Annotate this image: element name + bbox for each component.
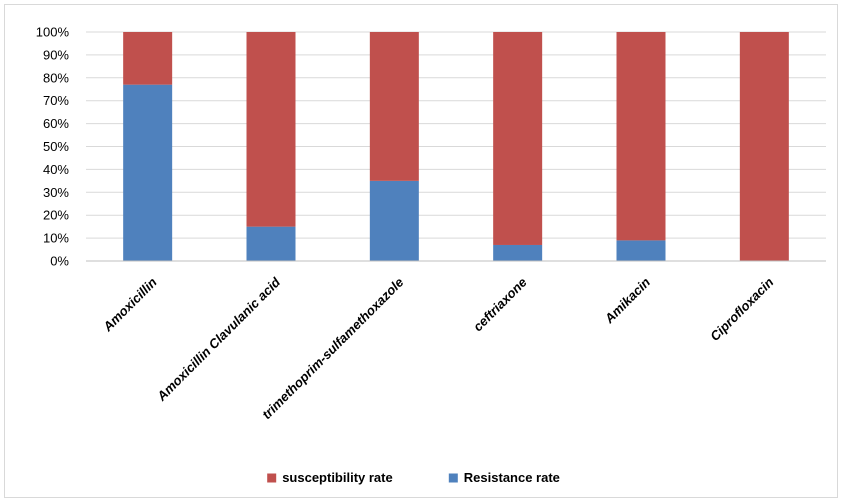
y-tick-label: 40%: [43, 162, 69, 177]
category-label: ceftriaxone: [470, 275, 530, 335]
y-tick-label: 70%: [43, 93, 69, 108]
bar-resistance-rate: [493, 244, 543, 261]
y-tick-label: 90%: [43, 47, 69, 62]
legend-label: Resistance rate: [464, 470, 560, 485]
bar-resistance-rate: [369, 180, 419, 261]
category-label: Amoxicillin: [99, 274, 159, 334]
legend: susceptibility rate Resistance rate: [267, 470, 560, 485]
category-label: trimethoprim-sulfamethoxazole: [259, 275, 406, 422]
bar-resistance-rate: [616, 240, 666, 261]
gridlines: [86, 31, 826, 239]
category-label: Ciprofloxacin: [707, 274, 776, 343]
y-tick-label: 0%: [50, 254, 69, 269]
legend-label: susceptibility rate: [282, 470, 393, 485]
y-tick-label: 50%: [43, 139, 69, 154]
category-label: Amoxicillin Clavulanic acid: [153, 274, 284, 405]
category-label: Amikacin: [601, 274, 653, 326]
legend-swatch: [448, 473, 458, 483]
bar-susceptibility-rate: [246, 32, 296, 227]
bar-resistance-rate: [246, 226, 296, 261]
bars: [123, 32, 789, 261]
bar-susceptibility-rate: [616, 32, 666, 241]
bar-resistance-rate: [123, 84, 173, 261]
bar-susceptibility-rate: [123, 32, 173, 85]
bar-susceptibility-rate: [739, 32, 789, 261]
bar-susceptibility-rate: [493, 32, 543, 245]
y-tick-label: 20%: [43, 208, 69, 223]
y-axis-tick-labels: 0% 10% 20% 30% 40% 50% 60% 70% 80% 90% 100%: [36, 25, 70, 269]
bar-susceptibility-rate: [369, 32, 419, 181]
y-tick-label: 30%: [43, 185, 69, 200]
y-tick-label: 10%: [43, 231, 69, 246]
y-tick-label: 100%: [36, 25, 70, 40]
y-tick-label: 60%: [43, 116, 69, 131]
y-tick-label: 80%: [43, 70, 69, 85]
legend-swatch: [267, 473, 277, 483]
